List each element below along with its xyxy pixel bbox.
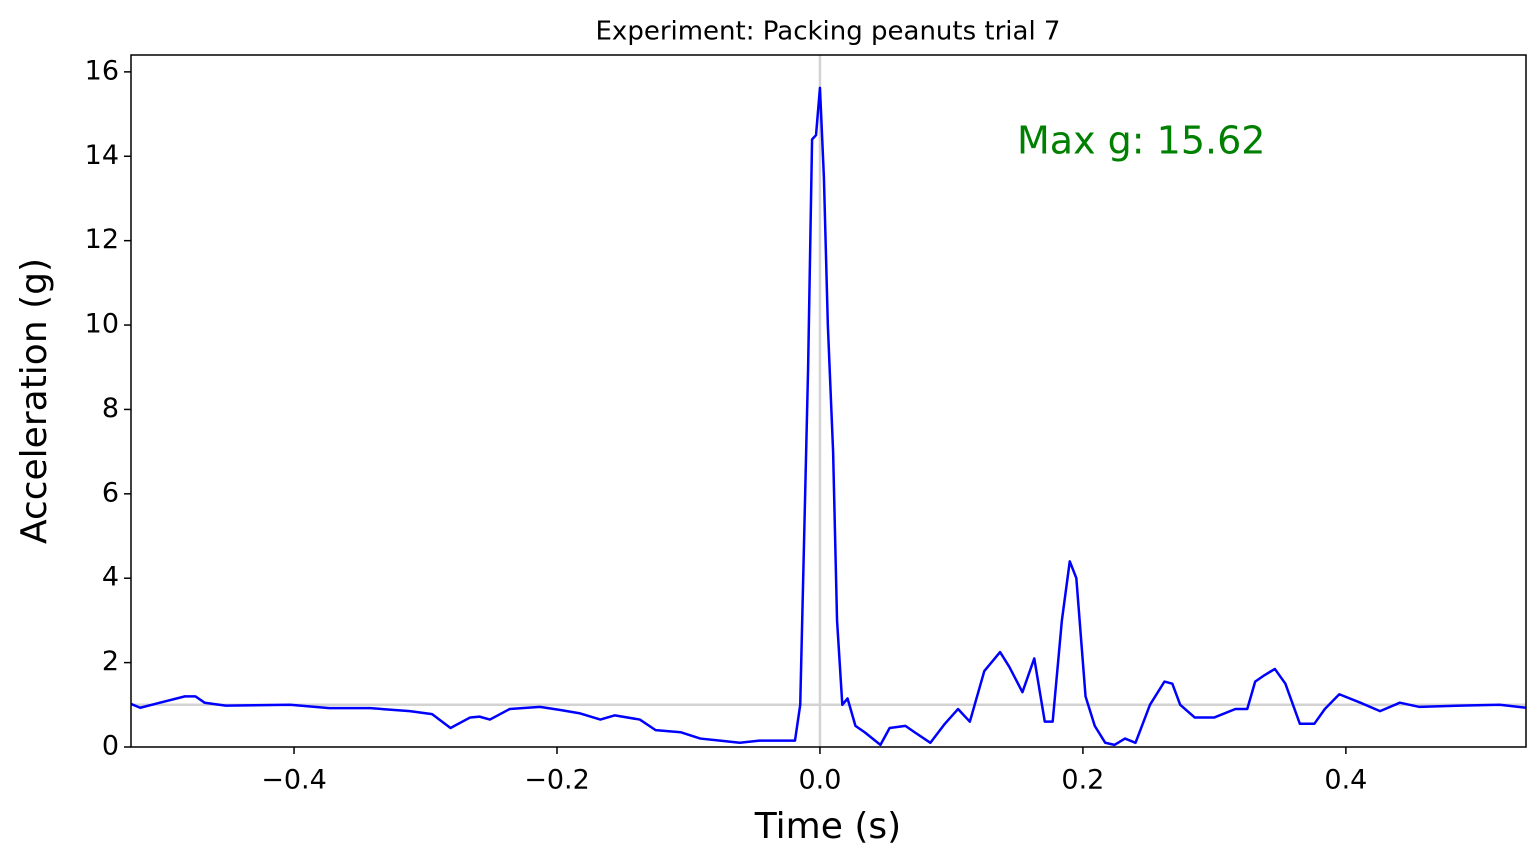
y-tick-label: 8 <box>102 393 119 424</box>
y-tick-label: 12 <box>85 224 119 255</box>
x-tick-label: 0.2 <box>1061 765 1104 796</box>
y-tick-label: 16 <box>85 55 119 86</box>
x-axis-label: Time (s) <box>754 806 901 847</box>
y-axis-label: Acceleration (g) <box>14 258 55 544</box>
x-tick-label: −0.2 <box>524 765 590 796</box>
y-tick-label: 2 <box>102 646 119 677</box>
y-tick-label: 14 <box>85 140 119 171</box>
x-tick-label: 0.4 <box>1324 765 1367 796</box>
y-tick-label: 4 <box>102 562 119 593</box>
y-tick-label: 10 <box>85 309 119 340</box>
y-tick-label: 6 <box>102 477 119 508</box>
x-tick-label: −0.4 <box>261 765 327 796</box>
x-tick-label: 0.0 <box>798 765 841 796</box>
y-tick-label: 0 <box>102 731 119 762</box>
chart-title: Experiment: Packing peanuts trial 7 <box>596 17 1061 47</box>
data-line <box>130 86 1527 747</box>
annotation: Max g: 15.62 <box>1017 119 1265 163</box>
plot-frame <box>130 54 1527 748</box>
